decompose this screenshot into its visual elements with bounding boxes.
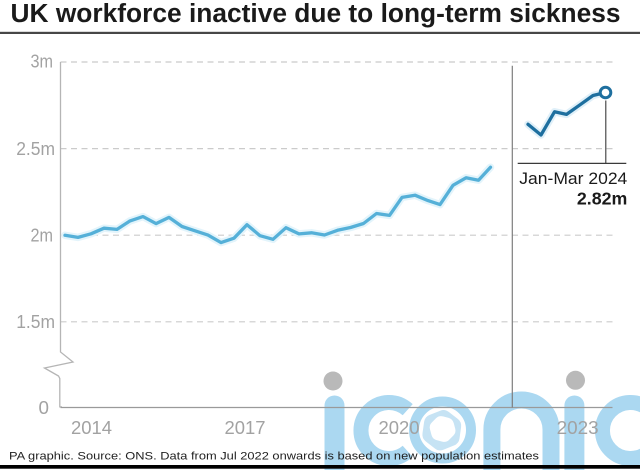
svg-text:2m: 2m [31, 225, 54, 246]
svg-text:PA graphic. Source: ONS. Data: PA graphic. Source: ONS. Data from Jul 2… [9, 451, 540, 463]
svg-text:Jan-Mar 2024: Jan-Mar 2024 [519, 170, 627, 188]
svg-text:2014: 2014 [71, 417, 112, 438]
svg-text:2.5m: 2.5m [16, 138, 55, 159]
svg-text:2.82m: 2.82m [577, 189, 627, 209]
svg-text:2023: 2023 [557, 417, 599, 438]
svg-text:1.5m: 1.5m [16, 311, 55, 332]
svg-text:UK workforce inactive due to l: UK workforce inactive due to long-term s… [11, 0, 621, 28]
svg-text:2020: 2020 [379, 417, 420, 438]
svg-text:2017: 2017 [225, 417, 266, 438]
svg-text:3m: 3m [31, 51, 54, 72]
svg-text:0: 0 [39, 397, 49, 418]
